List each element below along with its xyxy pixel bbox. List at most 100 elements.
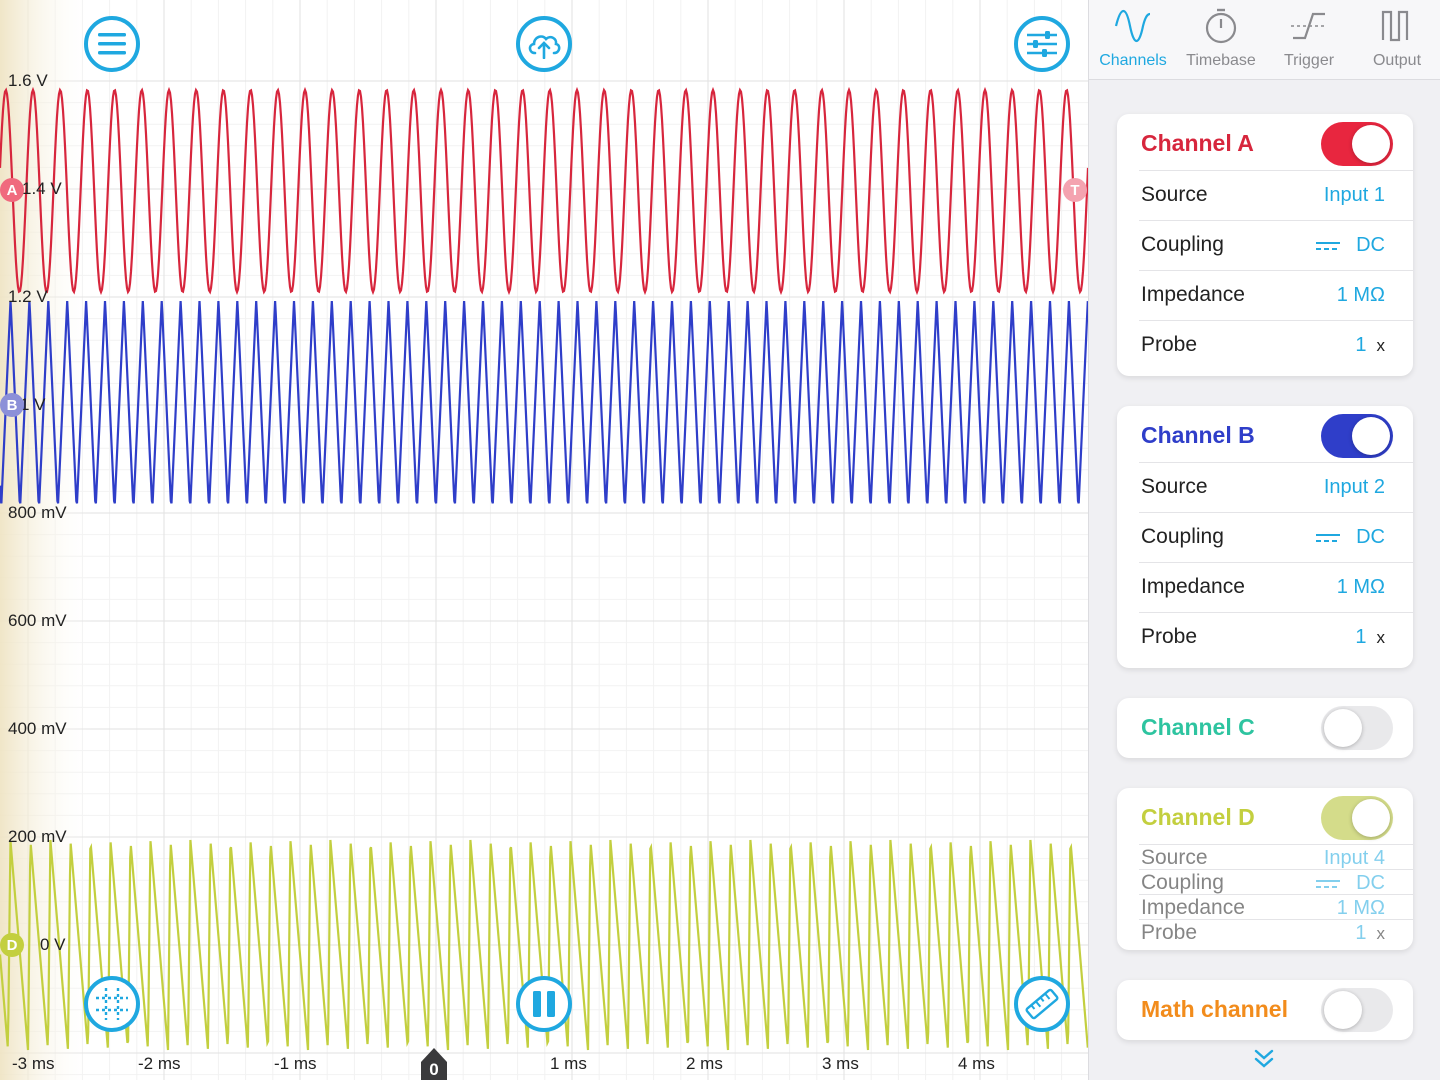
y-axis-label: 600 mV — [8, 611, 67, 630]
coupling-value[interactable]: DC — [1316, 872, 1385, 895]
sine-wave-icon — [1114, 9, 1151, 43]
tab-label: Trigger — [1283, 52, 1335, 69]
trigger-level-marker[interactable]: T — [1063, 178, 1087, 202]
stopwatch-icon — [1205, 8, 1237, 44]
settings-button[interactable] — [1014, 16, 1070, 72]
probe-unit: x — [1376, 628, 1386, 647]
y-axis-label: 0 V — [40, 935, 66, 954]
grid-button[interactable] — [84, 976, 140, 1032]
impedance-row[interactable]: Impedance 1 MΩ — [1139, 894, 1413, 920]
source-value[interactable]: Input 1 — [1323, 184, 1385, 206]
channel-b-toggle[interactable] — [1321, 414, 1393, 458]
impedance-value[interactable]: 1 MΩ — [1336, 284, 1385, 306]
math-channel-toggle[interactable] — [1321, 988, 1393, 1032]
coupling-label: Coupling — [1141, 525, 1224, 548]
x-axis-label: -1 ms — [274, 1054, 317, 1073]
coupling-row[interactable]: Coupling DC — [1139, 869, 1413, 895]
impedance-label: Impedance — [1141, 896, 1245, 919]
major-grid — [0, 0, 1088, 1080]
tab-label: Timebase — [1186, 52, 1256, 69]
tab-label: Channels — [1099, 52, 1167, 69]
channel-a-waveform — [0, 86, 1088, 296]
waveform-canvas[interactable] — [0, 0, 1088, 1080]
source-row[interactable]: Source Input 4 — [1139, 844, 1413, 870]
coupling-row[interactable]: Coupling DC — [1139, 220, 1413, 271]
x-axis-label: 3 ms — [822, 1054, 859, 1073]
y-axis-label: 800 mV — [8, 503, 67, 522]
impedance-value[interactable]: 1 MΩ — [1336, 897, 1385, 919]
impedance-value[interactable]: 1 MΩ — [1336, 576, 1385, 598]
coupling-text: DC — [1356, 234, 1385, 256]
y-axis-label: 1.2 V — [8, 287, 48, 306]
cloud-upload-icon — [528, 35, 561, 59]
double-chevron-down-icon[interactable] — [1252, 1048, 1276, 1070]
y-axis-label: 400 mV — [8, 719, 67, 738]
x-axis-label: -3 ms — [12, 1054, 55, 1073]
probe-label: Probe — [1141, 625, 1198, 648]
channel-b-card: Channel B Source Input 2 Coupling DC Imp… — [1117, 406, 1413, 668]
probe-unit: x — [1376, 336, 1386, 355]
channel-c-toggle[interactable] — [1321, 706, 1393, 750]
channel-a-toggle[interactable] — [1321, 122, 1393, 166]
trigger-edge-icon — [1291, 12, 1327, 40]
channel-b-marker[interactable]: B — [0, 393, 24, 417]
left-axis-shade — [0, 0, 92, 1080]
coupling-value[interactable]: DC — [1316, 526, 1385, 549]
probe-unit: x — [1376, 924, 1386, 943]
probe-number: 1 — [1355, 334, 1367, 356]
trigger-time-marker[interactable]: 0 — [420, 1048, 448, 1080]
math-channel-card: Math channel — [1117, 980, 1413, 1040]
source-row[interactable]: Source Input 1 — [1139, 170, 1413, 221]
coupling-value[interactable]: DC — [1316, 234, 1385, 257]
channel-a-title: Channel A — [1141, 130, 1254, 156]
tab-bar: Channels Timebase Trigger Output — [1089, 0, 1440, 80]
x-axis-label: -2 ms — [138, 1054, 181, 1073]
channel-d-card: Channel D Source Input 4 Coupling DC Imp… — [1117, 788, 1413, 950]
tab-timebase[interactable]: Timebase — [1177, 6, 1265, 76]
upload-button[interactable] — [516, 16, 572, 72]
x-axis-label: 1 ms — [550, 1054, 587, 1073]
channel-d-title: Channel D — [1141, 804, 1255, 830]
coupling-label: Coupling — [1141, 233, 1224, 256]
math-channel-title: Math channel — [1141, 996, 1288, 1022]
source-value[interactable]: Input 2 — [1323, 476, 1385, 498]
pause-button[interactable] — [516, 976, 572, 1032]
channel-d-toggle[interactable] — [1321, 796, 1393, 840]
hamburger-menu-icon — [98, 33, 126, 55]
channel-b-title: Channel B — [1141, 422, 1255, 448]
y-axis-label: 1.4 V — [22, 179, 62, 198]
sliders-icon — [1027, 31, 1057, 57]
y-axis-label: 1 V — [20, 395, 46, 414]
source-label: Source — [1141, 846, 1208, 869]
tab-trigger[interactable]: Trigger — [1265, 6, 1353, 76]
channel-c-title: Channel C — [1141, 714, 1255, 740]
y-axis-label: 1.6 V — [8, 71, 48, 90]
coupling-row[interactable]: Coupling DC — [1139, 512, 1413, 563]
impedance-label: Impedance — [1141, 575, 1245, 598]
channel-a-marker[interactable]: A — [0, 178, 24, 202]
tab-output[interactable]: Output — [1353, 6, 1440, 76]
source-label: Source — [1141, 475, 1208, 498]
probe-label: Probe — [1141, 333, 1198, 356]
measure-button[interactable] — [1014, 976, 1070, 1032]
impedance-row[interactable]: Impedance 1 MΩ — [1139, 562, 1413, 613]
dc-coupling-icon — [1316, 533, 1341, 542]
channel-a-card: Channel A Source Input 1 Coupling DC Imp… — [1117, 114, 1413, 376]
channel-d-marker[interactable]: D — [0, 933, 24, 957]
source-row[interactable]: Source Input 2 — [1139, 462, 1413, 513]
tab-channels[interactable]: Channels — [1089, 6, 1177, 76]
channel-c-card: Channel C — [1117, 698, 1413, 758]
source-value[interactable]: Input 4 — [1323, 847, 1385, 869]
impedance-row[interactable]: Impedance 1 MΩ — [1139, 270, 1413, 321]
y-axis-label: 200 mV — [8, 827, 67, 846]
ruler-icon — [1025, 988, 1059, 1020]
menu-button[interactable] — [84, 16, 140, 72]
dc-coupling-icon — [1316, 879, 1341, 888]
scope-display[interactable]: 1.6 V 1.4 V 1.2 V 1 V 800 mV 600 mV 400 … — [0, 0, 1088, 1080]
